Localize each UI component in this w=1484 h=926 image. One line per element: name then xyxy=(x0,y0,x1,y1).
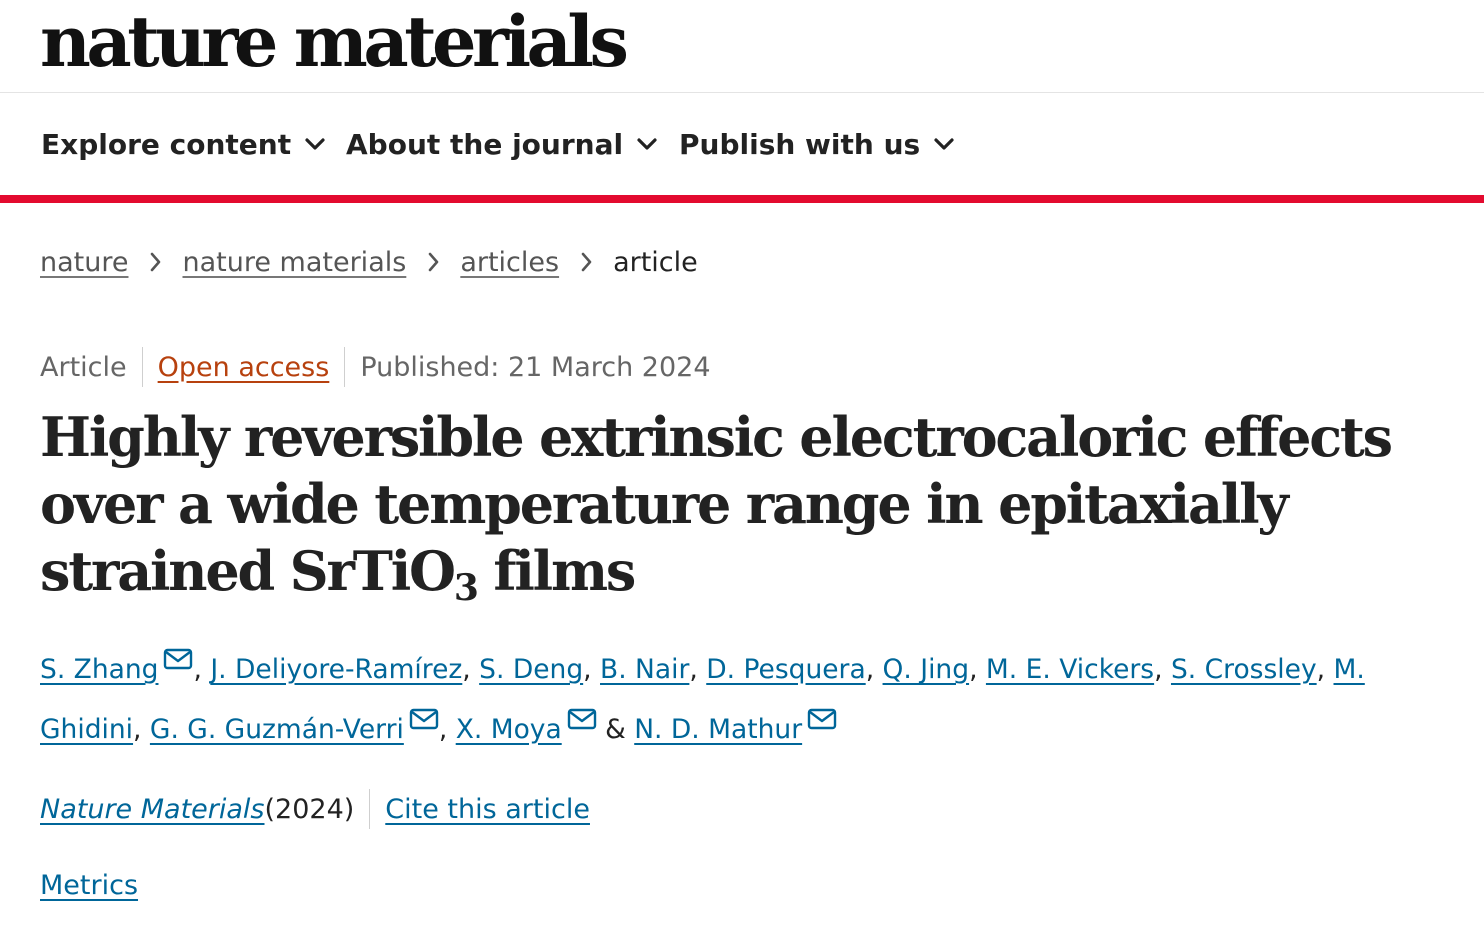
author-link[interactable]: Q. Jing xyxy=(882,654,970,685)
author-link[interactable]: M. Ghidini xyxy=(40,654,1365,745)
author-link[interactable]: B. Nair xyxy=(600,654,690,685)
published-date: Published: 21 March 2024 xyxy=(360,351,711,383)
author-separator: & xyxy=(596,714,635,745)
divider xyxy=(344,347,346,387)
journal-link[interactable]: Nature Materials xyxy=(40,793,265,825)
author-separator: , xyxy=(1154,654,1171,685)
masthead: nature materials xyxy=(0,0,1484,93)
breadcrumb-nature-materials[interactable]: nature materials xyxy=(182,246,407,278)
article-title-subscript: 3 xyxy=(453,567,479,609)
author-separator: , xyxy=(865,654,883,685)
author-separator: , xyxy=(462,654,480,685)
nav-publish-with-us[interactable]: Publish with us xyxy=(679,124,954,164)
email-icon[interactable] xyxy=(409,708,439,730)
author-separator: , xyxy=(193,654,211,685)
author-link[interactable]: S. Deng xyxy=(479,654,584,685)
email-icon[interactable] xyxy=(807,708,837,730)
nav-explore-content-label: Explore content xyxy=(41,127,292,161)
breadcrumb-articles[interactable]: articles xyxy=(460,246,560,278)
breadcrumb: nature nature materials articles article xyxy=(40,240,698,284)
author-link[interactable]: D. Pesquera xyxy=(706,654,866,685)
journal-logo[interactable]: nature materials xyxy=(40,0,629,83)
author-separator: , xyxy=(969,654,986,685)
author-separator: , xyxy=(133,714,150,745)
author-separator: , xyxy=(583,654,601,685)
author-list: S. Zhang, J. Deliyore-Ramírez, S. Deng, … xyxy=(40,640,1460,760)
author-link[interactable]: N. D. Mathur xyxy=(634,714,803,745)
email-icon[interactable] xyxy=(567,708,597,730)
cite-this-article-link[interactable]: Cite this article xyxy=(385,793,590,825)
main-navigation: Explore content About the journal Publis… xyxy=(0,93,1484,203)
article-meta: Article Open access Published: 21 March … xyxy=(40,346,711,388)
divider xyxy=(369,789,371,829)
citation-year: (2024) xyxy=(264,793,355,825)
breadcrumb-nature[interactable]: nature xyxy=(40,246,129,278)
metrics-link[interactable]: Metrics xyxy=(40,870,139,901)
article-type: Article xyxy=(40,351,127,383)
article-title: Highly reversible extrinsic electrocalor… xyxy=(40,404,1460,606)
chevron-down-icon xyxy=(305,138,325,150)
nav-publish-with-us-label: Publish with us xyxy=(679,127,921,161)
email-icon[interactable] xyxy=(163,648,193,670)
author-link[interactable]: X. Moya xyxy=(455,714,562,745)
citation-row: Nature Materials (2024) Cite this articl… xyxy=(40,788,590,830)
nav-about-the-journal-label: About the journal xyxy=(346,127,624,161)
author-separator: , xyxy=(689,654,707,685)
author-link[interactable]: M. E. Vickers xyxy=(985,654,1155,685)
author-link[interactable]: S. Zhang xyxy=(40,654,159,685)
chevron-right-icon xyxy=(429,252,439,272)
author-separator: , xyxy=(438,714,456,745)
author-separator: , xyxy=(1316,654,1334,685)
chevron-down-icon xyxy=(934,138,954,150)
nav-explore-content[interactable]: Explore content xyxy=(41,124,325,164)
article-title-main: Highly reversible extrinsic electrocalor… xyxy=(40,405,1393,603)
article-title-tail: films xyxy=(476,539,636,603)
author-link[interactable]: S. Crossley xyxy=(1170,654,1317,685)
author-link[interactable]: G. G. Guzmán-Verri xyxy=(149,714,404,745)
divider xyxy=(141,347,143,387)
nav-about-the-journal[interactable]: About the journal xyxy=(346,124,657,164)
open-access-link[interactable]: Open access xyxy=(157,351,330,383)
chevron-down-icon xyxy=(637,138,657,150)
breadcrumb-current: article xyxy=(613,246,698,278)
author-link[interactable]: J. Deliyore-Ramírez xyxy=(210,654,463,685)
chevron-right-icon xyxy=(581,252,592,272)
chevron-right-icon xyxy=(151,252,161,272)
